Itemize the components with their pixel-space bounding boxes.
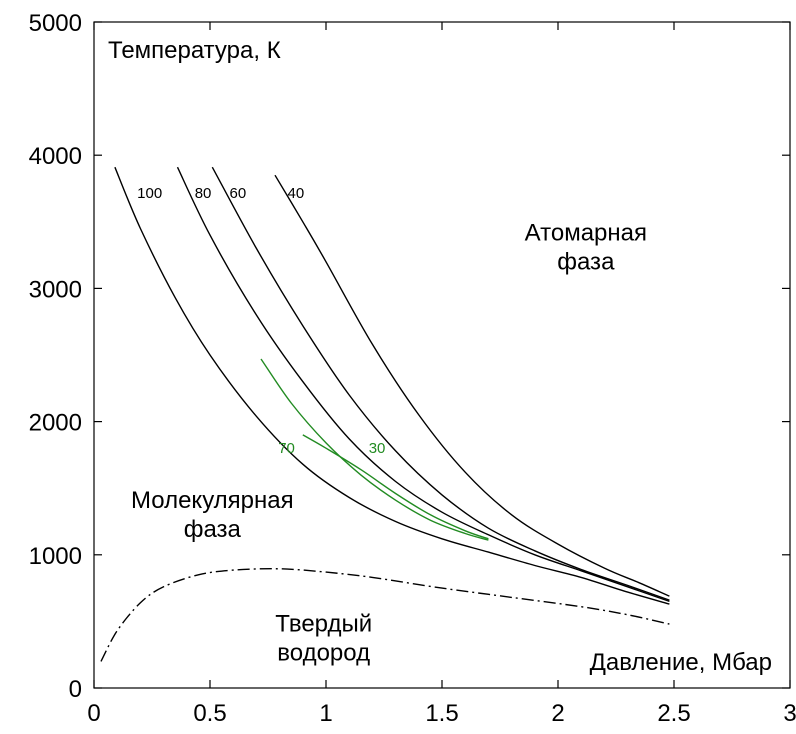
y-axis-label: Температура, К	[108, 37, 281, 64]
region-label: водород	[277, 639, 370, 666]
region-label: фаза	[557, 248, 615, 275]
curve-label-100: 100	[137, 185, 162, 202]
x-tick-label: 1	[319, 700, 332, 727]
curve-label-70: 70	[278, 440, 295, 457]
x-tick-label: 1.5	[425, 700, 458, 727]
curve-30	[302, 434, 489, 540]
curve-100	[114, 166, 670, 605]
x-axis-label: Давление, Мбар	[590, 649, 772, 676]
y-tick-label: 3000	[29, 276, 82, 303]
region-label: Твердый	[275, 610, 372, 637]
region-label: Атомарная	[525, 219, 647, 246]
region-label: Молекулярная	[131, 487, 294, 514]
curve-label-30: 30	[369, 440, 386, 457]
region-label: фаза	[184, 516, 242, 543]
y-tick-label: 4000	[29, 143, 82, 170]
curve-solid-boundary	[100, 568, 670, 662]
x-tick-label: 0.5	[193, 700, 226, 727]
x-tick-label: 0	[87, 700, 100, 727]
x-tick-label: 2	[551, 700, 564, 727]
y-tick-label: 5000	[29, 10, 82, 37]
curve-70	[260, 358, 489, 541]
y-tick-label: 0	[69, 676, 82, 703]
y-tick-label: 2000	[29, 410, 82, 437]
curves	[100, 166, 670, 662]
y-tick-label: 1000	[29, 543, 82, 570]
curve-label-80: 80	[195, 185, 212, 202]
curve-label-60: 60	[229, 185, 246, 202]
x-tick-label: 3	[783, 700, 796, 727]
curve-40	[274, 174, 670, 597]
curve-label-40: 40	[287, 185, 304, 202]
curve-80	[176, 166, 670, 603]
x-tick-label: 2.5	[657, 700, 690, 727]
curve-60	[211, 166, 670, 601]
